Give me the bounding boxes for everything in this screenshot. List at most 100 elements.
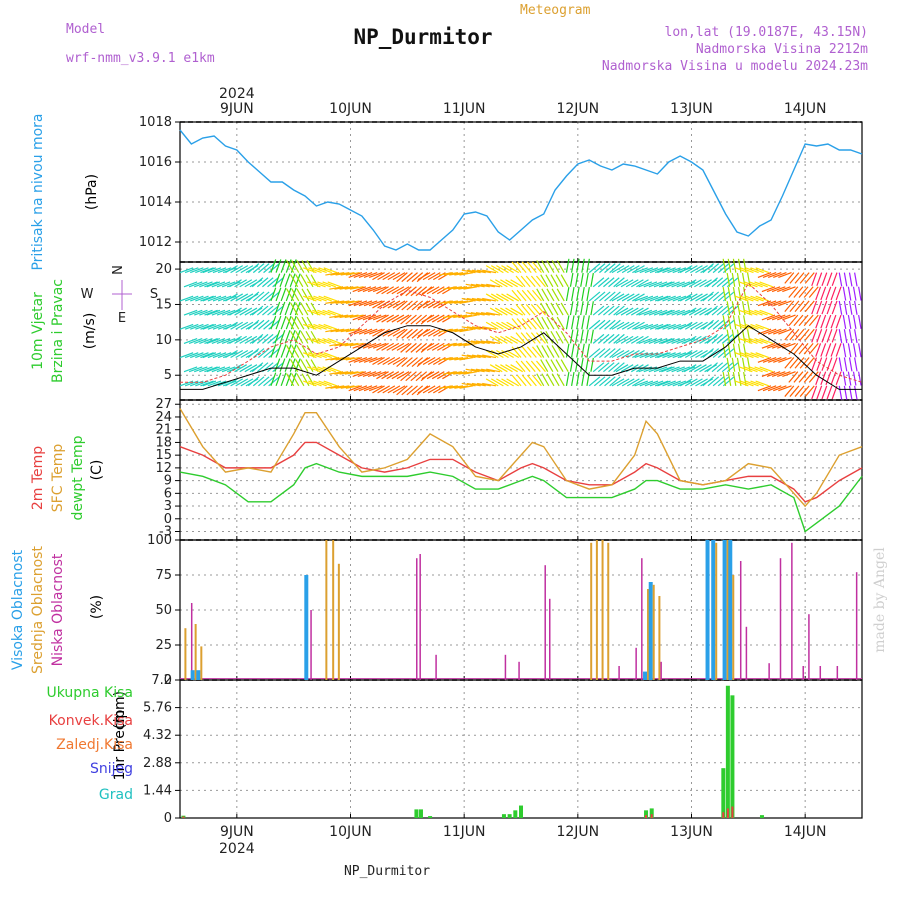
wind-arrow [695,378,708,387]
top-date-label: 11JUN [443,101,486,117]
wind-arrow [470,283,485,288]
wind-arrow [695,350,708,359]
wind-arrow [480,283,495,288]
wind-arrow [643,338,658,344]
wind-arrow [217,380,232,387]
wind-arrow [308,295,322,302]
wind-arrow [585,301,589,316]
wind-arrow [279,301,286,316]
wind-arrow [679,293,693,302]
wind-arrow [799,357,810,369]
wind-arrow [555,302,564,316]
wind-arrow [386,286,400,295]
wind-arrow [270,259,277,273]
wind-arrow [603,333,615,344]
wind-arrow [738,281,753,288]
wind-arrow [560,274,569,288]
wind-arrow [200,267,214,274]
wind-arrow [740,295,754,302]
wind-arrow [654,295,669,302]
wind-arrow [658,309,673,316]
wind-arrow [285,372,292,387]
wind-arrow [303,380,317,387]
wind-arrow [782,371,796,378]
wind-arrow [480,340,495,344]
wind-arrow [690,293,703,302]
wind-arrow [454,356,469,361]
pressure-y-tick-label: 1016 [139,155,172,170]
wind-arrow [726,272,731,287]
wind-arrow [511,289,522,302]
precip-total-bar [759,815,764,818]
wind-arrow [307,309,321,316]
wind-arrow [694,364,707,373]
wind-arrow [400,314,412,325]
wind-arrow [604,263,616,274]
wind-arrow [239,307,253,316]
wind-arrow [620,307,634,316]
wind-arrow [540,330,549,344]
wind-y-tick-label: 10 [155,333,172,348]
wind-arrow [367,342,382,349]
wind-arrow [411,272,424,283]
wind-arrow [838,357,843,372]
wind-arrow [225,265,238,274]
wind-arrow [782,342,796,349]
wind-arrow [550,274,559,288]
wind-arrow [270,287,277,302]
wind-arrow [494,307,508,316]
wind-arrow [489,307,503,316]
wind-arrow [427,357,441,366]
wind-arrow [410,314,422,325]
wind-arrow [825,371,832,386]
wind-arrow [712,291,725,302]
wind-arrow [280,315,287,330]
precip-legend-item: Konvek.Kisa [49,713,133,729]
wind-arrow [707,319,720,330]
wind-arrow [653,281,668,288]
wind-arrow [329,371,344,375]
cloud-high-bar [728,540,733,680]
wind-arrow [750,267,764,274]
wind-arrow [422,357,436,366]
wind-arrow [576,315,580,330]
wind-arrow [204,338,218,344]
wind-arrow [536,288,545,302]
wind-arrow [322,338,336,344]
temperature-y-tick-label: 18 [155,435,172,450]
wind-arrow [593,263,606,274]
wind-arrow [586,287,590,302]
wind-arrow [470,340,485,344]
wind-arrow [458,314,473,319]
wind-arrow [574,329,579,344]
wind-arrow [392,385,406,394]
wind-arrow [202,295,217,302]
wind-arrow [258,263,270,274]
wind-arrow [345,272,360,276]
wind-arrow [620,364,634,373]
wind-arrow [581,371,585,386]
wind-arrow [506,321,520,330]
wind-arrow [716,277,729,288]
wind-arrow [263,376,275,387]
wind-arrow [738,366,753,373]
wind-arrow [611,321,625,330]
clouds-y-tick-label: 75 [155,568,172,583]
wind-arrow [202,267,217,274]
wind-arrow [486,368,501,373]
wind-arrow [459,356,474,361]
wind-arrow [340,300,355,304]
wind-arrow [788,314,799,327]
wind-arrow [310,359,319,372]
wind-arrow [268,376,280,387]
dewpt-series-line [179,462,863,533]
wind-arrow [717,291,730,302]
wind-arrow [217,323,232,330]
wind-arrow [565,315,570,330]
wind-arrow [406,328,418,339]
wind-arrow [671,338,685,344]
wind-arrow [632,321,645,330]
wind-arrow [312,281,326,288]
wind-arrow [546,345,555,358]
wind-arrow [599,319,611,330]
